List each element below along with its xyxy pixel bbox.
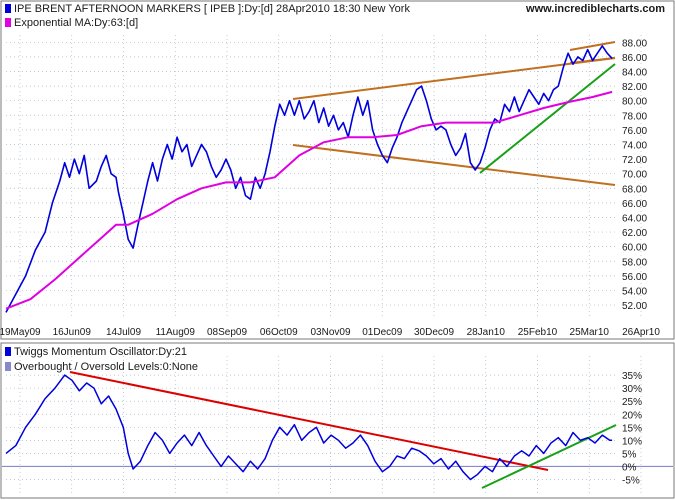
x-tick-label: 25Feb10 xyxy=(518,327,558,338)
x-tick-label: 16Jun09 xyxy=(53,327,92,338)
price-uptrend-line xyxy=(479,63,616,174)
oscillator-y-tick-label: -5% xyxy=(622,475,640,486)
oscillator-grid xyxy=(2,356,673,496)
oscillator-panel-frame xyxy=(0,342,675,499)
flag-upper-line xyxy=(569,41,616,51)
oscillator-y-tick-label: 35% xyxy=(622,371,642,382)
oscillator-trendlines xyxy=(69,371,617,489)
price-series-layer xyxy=(5,45,613,313)
x-tick-label: 30Dec09 xyxy=(414,327,454,338)
oscillator-legend-label: Twiggs Momentum Oscillator:Dy:21 xyxy=(14,346,187,358)
price-y-tick-label: 74.00 xyxy=(622,140,647,151)
x-tick-label: 08Sep09 xyxy=(207,327,247,338)
price-y-tick-label: 72.00 xyxy=(622,155,647,166)
price-y-tick-label: 52.00 xyxy=(622,301,647,312)
price-y-tick-label: 68.00 xyxy=(622,184,647,195)
channel-upper-line xyxy=(292,57,616,100)
price-y-tick-label: 78.00 xyxy=(622,111,647,122)
x-tick-label: 01Dec09 xyxy=(362,327,402,338)
price-y-tick-label: 64.00 xyxy=(622,213,647,224)
price-y-tick-label: 58.00 xyxy=(622,257,647,268)
price-y-tick-label: 86.00 xyxy=(622,53,647,64)
x-tick-label: 28Jan10 xyxy=(467,327,506,338)
x-tick-label: 19May09 xyxy=(0,327,41,338)
oscillator-y-tick-label: 10% xyxy=(622,436,642,447)
ema-legend-swatch xyxy=(5,18,11,27)
oscillator-legend-swatch xyxy=(5,347,11,356)
oscillator-series-layer xyxy=(5,374,613,481)
price-y-tick-label: 54.00 xyxy=(622,286,647,297)
oscillator-y-tick-label: 30% xyxy=(622,384,642,395)
x-axis-ticks: 19May09 16Jun09 14Jul09 11Aug09 08Sep09 06Oct… xyxy=(0,327,660,338)
price-y-tick-label: 80.00 xyxy=(622,97,647,108)
x-tick-label: 06Oct09 xyxy=(260,327,298,338)
ema-legend-label: Exponential MA:Dy:63:[d] xyxy=(14,17,138,29)
oscillator-y-tick-label: 5% xyxy=(622,449,637,460)
x-tick-label: 25Mar10 xyxy=(570,327,610,338)
price-y-tick-label: 56.00 xyxy=(622,272,647,283)
price-y-tick-label: 76.00 xyxy=(622,126,647,137)
price-y-tick-label: 62.00 xyxy=(622,228,647,239)
oscillator-uptrend-line xyxy=(481,424,617,489)
oscillator-downtrend-line xyxy=(69,371,549,471)
oscillator-y-tick-label: 20% xyxy=(622,410,642,421)
levels-legend-swatch xyxy=(5,362,11,371)
price-legend-label: IPE BRENT AFTERNOON MARKERS [ IPEB ]:Dy:… xyxy=(14,3,410,15)
price-y-tick-label: 60.00 xyxy=(622,243,647,254)
oscillator-y-tick-label: 15% xyxy=(622,423,642,434)
x-tick-label: 03Nov09 xyxy=(310,327,350,338)
channel-lower-line xyxy=(292,144,616,186)
ema-line xyxy=(5,90,613,310)
price-y-tick-label: 70.00 xyxy=(622,170,647,181)
price-y-tick-label: 88.00 xyxy=(622,38,647,49)
x-tick-label: 14Jul09 xyxy=(106,327,141,338)
site-label: www.incrediblecharts.com xyxy=(525,3,665,15)
levels-legend-label: Overbought / Oversold Levels:0:None xyxy=(14,361,198,373)
price-y-tick-label: 66.00 xyxy=(622,199,647,210)
oscillator-y-tick-label: 0% xyxy=(622,462,637,473)
price-y-tick-label: 84.00 xyxy=(622,67,647,78)
price-panel-frame xyxy=(0,0,675,340)
oscillator-y-ticks: -5% 0% 5% 10% 15% 20% 25% 30% 35% xyxy=(622,371,642,486)
x-tick-label: 26Apr10 xyxy=(622,327,660,338)
price-y-tick-label: 82.00 xyxy=(622,82,647,93)
oscillator-y-tick-label: 25% xyxy=(622,397,642,408)
x-tick-label: 11Aug09 xyxy=(156,327,196,338)
price-line xyxy=(5,45,613,313)
momentum-oscillator-line xyxy=(5,374,613,481)
price-y-ticks: 52.00 54.00 56.00 58.00 60.00 62.00 64.00 66.00… xyxy=(622,38,647,312)
price-legend-swatch xyxy=(5,4,11,13)
